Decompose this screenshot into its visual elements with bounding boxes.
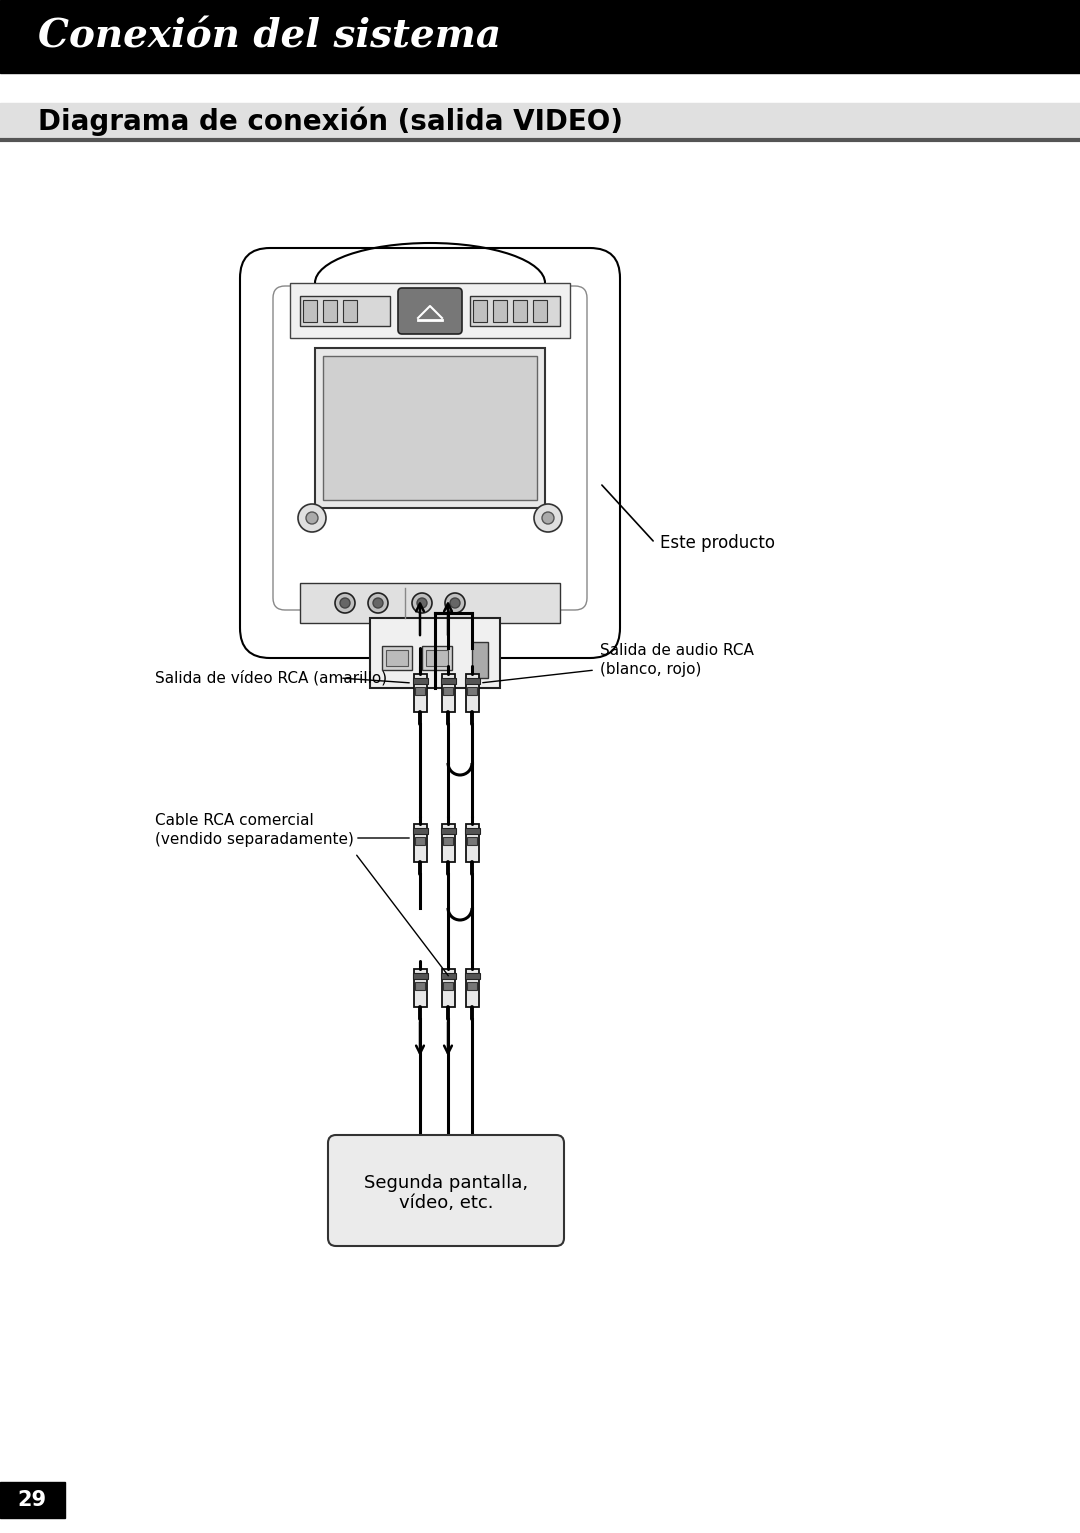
- Bar: [467, 687, 477, 694]
- Text: Conexión del sistema: Conexión del sistema: [38, 17, 501, 55]
- FancyBboxPatch shape: [240, 248, 620, 658]
- Text: Salida de audio RCA: Salida de audio RCA: [600, 642, 754, 658]
- Circle shape: [306, 512, 318, 524]
- Circle shape: [368, 593, 388, 613]
- Circle shape: [411, 593, 432, 613]
- Bar: [323, 300, 337, 322]
- Bar: [0, 103, 1080, 140]
- Bar: [300, 583, 561, 622]
- Bar: [513, 300, 527, 322]
- Bar: [300, 296, 390, 327]
- Bar: [464, 828, 480, 834]
- Text: Este producto: Este producto: [660, 533, 775, 552]
- Bar: [291, 284, 570, 337]
- Bar: [0, 1482, 65, 1518]
- Bar: [467, 837, 477, 845]
- Text: (vendido separadamente): (vendido separadamente): [156, 832, 354, 848]
- Circle shape: [417, 598, 427, 609]
- Text: Cable RCA comercial: Cable RCA comercial: [156, 812, 314, 828]
- Circle shape: [450, 598, 460, 609]
- Bar: [413, 678, 428, 684]
- Bar: [442, 675, 455, 711]
- Bar: [370, 618, 500, 688]
- Circle shape: [542, 512, 554, 524]
- Circle shape: [373, 598, 383, 609]
- Bar: [315, 348, 545, 507]
- Bar: [414, 825, 427, 862]
- Text: Diagrama de conexión (salida VIDEO): Diagrama de conexión (salida VIDEO): [38, 107, 623, 136]
- Bar: [343, 300, 357, 322]
- Circle shape: [298, 504, 326, 532]
- Text: Salida de vídeo RCA (amarillo): Salida de vídeo RCA (amarillo): [156, 670, 387, 685]
- Bar: [422, 645, 453, 670]
- Bar: [534, 300, 546, 322]
- FancyBboxPatch shape: [328, 1134, 564, 1246]
- Bar: [441, 973, 456, 980]
- Bar: [492, 300, 507, 322]
- Bar: [441, 678, 456, 684]
- Bar: [442, 825, 455, 862]
- Bar: [442, 969, 455, 1007]
- Bar: [386, 650, 408, 665]
- Circle shape: [340, 598, 350, 609]
- Bar: [414, 675, 427, 711]
- Bar: [467, 983, 477, 990]
- Bar: [0, 0, 1080, 74]
- Bar: [472, 642, 488, 678]
- Bar: [303, 300, 318, 322]
- Bar: [464, 678, 480, 684]
- Bar: [465, 825, 478, 862]
- Bar: [426, 650, 448, 665]
- Text: (blanco, rojo): (blanco, rojo): [600, 662, 701, 678]
- Bar: [415, 687, 426, 694]
- Bar: [441, 828, 456, 834]
- Text: Segunda pantalla,: Segunda pantalla,: [364, 1173, 528, 1191]
- Circle shape: [445, 593, 465, 613]
- FancyBboxPatch shape: [399, 288, 462, 334]
- Bar: [382, 645, 411, 670]
- Bar: [413, 828, 428, 834]
- Bar: [443, 687, 453, 694]
- Bar: [443, 837, 453, 845]
- Text: 29: 29: [17, 1490, 46, 1510]
- Bar: [413, 973, 428, 980]
- Bar: [470, 296, 561, 327]
- Bar: [465, 675, 478, 711]
- Text: vídeo, etc.: vídeo, etc.: [399, 1194, 494, 1211]
- Bar: [465, 969, 478, 1007]
- Bar: [323, 356, 537, 500]
- Circle shape: [335, 593, 355, 613]
- Bar: [415, 837, 426, 845]
- Bar: [464, 973, 480, 980]
- Bar: [443, 983, 453, 990]
- Circle shape: [534, 504, 562, 532]
- Bar: [415, 983, 426, 990]
- Bar: [414, 969, 427, 1007]
- Bar: [473, 300, 487, 322]
